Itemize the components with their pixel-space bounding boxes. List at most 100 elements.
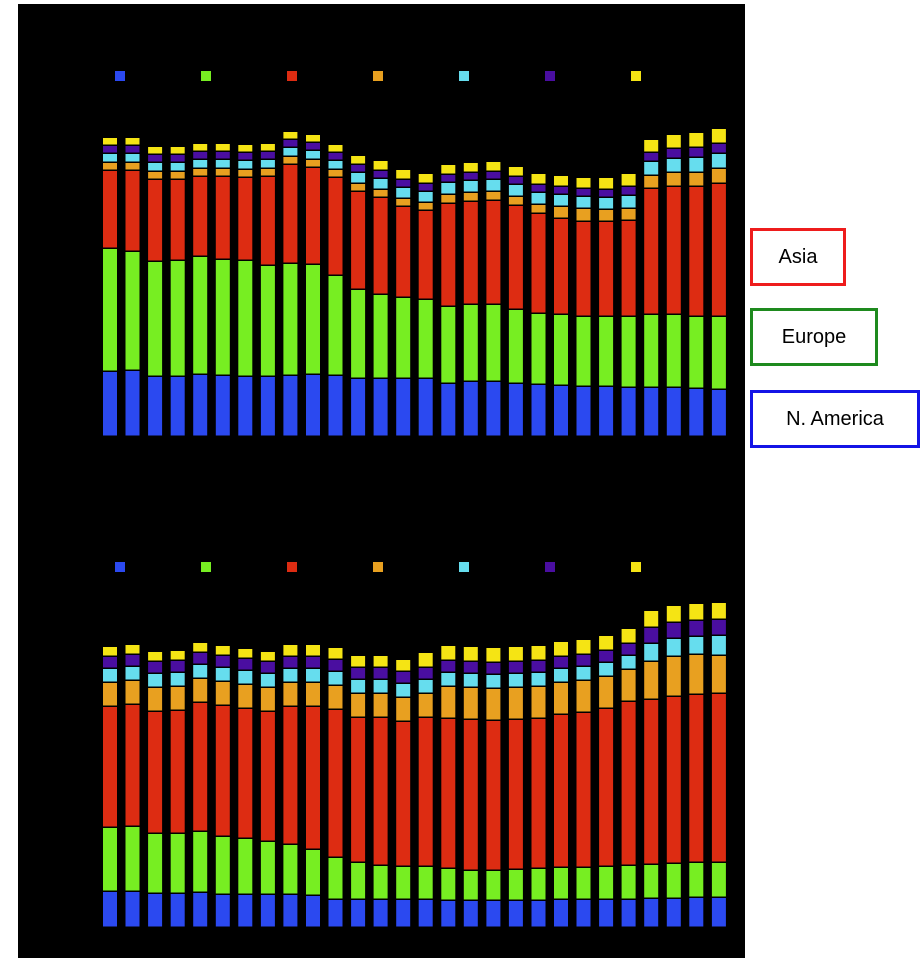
bar-segment	[238, 153, 253, 160]
bar-segment	[306, 850, 320, 895]
bar-segment	[125, 892, 140, 927]
bar-segment	[486, 201, 501, 304]
bar-segment	[373, 718, 388, 865]
bar-segment	[170, 163, 185, 171]
bar-segment	[351, 192, 366, 289]
bar-segment	[103, 828, 117, 891]
bar-segment	[238, 659, 253, 670]
bar-segment	[238, 685, 253, 708]
bar-segment	[463, 647, 478, 661]
bar-segment	[531, 185, 546, 192]
bar-segment	[441, 646, 456, 660]
bar-segment	[576, 900, 591, 927]
bar-segment	[328, 648, 343, 659]
bar-segment	[283, 707, 298, 844]
bar-segment	[306, 265, 320, 374]
bar-segment	[531, 661, 546, 672]
bar-segment	[238, 895, 253, 927]
bar-segment	[328, 276, 343, 375]
bar-segment	[148, 262, 163, 376]
bar-segment	[621, 670, 636, 701]
bar-segment	[238, 261, 253, 376]
bar-segment	[103, 892, 117, 927]
bar-segment	[418, 174, 433, 183]
bar-segment	[125, 138, 140, 145]
bar-segment	[373, 900, 388, 927]
bar-segment	[125, 705, 140, 826]
bar-segment	[441, 687, 456, 718]
bar-segment	[396, 722, 411, 866]
bar-segment	[193, 375, 208, 436]
bar-segment	[328, 858, 343, 899]
bar-segment	[531, 869, 546, 900]
bar-segment	[170, 261, 185, 376]
bar-segment	[328, 170, 343, 177]
bar-segment	[170, 711, 185, 833]
bar-segment	[148, 163, 163, 171]
bar-segment	[125, 645, 140, 654]
bar-segment	[599, 190, 614, 197]
bar-segment	[711, 620, 726, 635]
bar-segment	[463, 163, 478, 172]
bar-segment	[238, 377, 253, 436]
bar-segment	[306, 707, 320, 849]
bar-segment	[621, 196, 636, 208]
bar-segment	[554, 219, 568, 314]
bar-segment	[666, 187, 681, 314]
bar-segment	[711, 898, 726, 927]
bar-segment	[170, 147, 185, 154]
bar-segment	[554, 669, 568, 682]
bar-segment	[576, 681, 591, 712]
bar-segment	[238, 671, 253, 684]
bar-segment	[148, 712, 163, 833]
bar-segment	[238, 161, 253, 169]
bar-segment	[396, 188, 411, 198]
bar-segment	[283, 895, 298, 927]
bar-segment	[148, 155, 163, 162]
bar-segment	[644, 644, 659, 661]
bar-segment	[576, 189, 591, 196]
bar-segment	[215, 160, 230, 168]
bar-segment	[486, 721, 501, 870]
bar-segment	[486, 180, 501, 191]
bar-segment	[238, 649, 253, 658]
bar-segment	[441, 307, 456, 383]
bar-segment	[531, 673, 546, 686]
bar-segment	[531, 214, 546, 313]
bar-segment	[283, 165, 298, 263]
bar-segment	[599, 900, 614, 927]
bar-segment	[396, 379, 411, 436]
bar-segment	[306, 151, 320, 159]
bar-segment	[644, 700, 659, 864]
bar-segment	[396, 180, 411, 187]
bar-segment	[148, 377, 163, 436]
bar-segment	[103, 146, 117, 153]
bar-segment	[441, 384, 456, 436]
bar-segment	[283, 657, 298, 668]
bar-segment	[193, 152, 208, 159]
bar-segment	[193, 144, 208, 151]
bar-segment	[711, 317, 726, 389]
bar-segment	[486, 162, 501, 171]
bar-segment	[396, 672, 411, 683]
bar-segment	[486, 675, 501, 688]
bar-segment	[689, 158, 704, 172]
legend-label-asia: Asia	[778, 245, 818, 268]
bar-segment	[306, 645, 320, 656]
bar-segment	[103, 647, 117, 656]
bar-segment	[215, 144, 230, 151]
chart-panel-top	[103, 71, 726, 436]
bar-segment	[215, 177, 230, 259]
bar-segment	[103, 372, 117, 436]
bar-segment	[711, 694, 726, 862]
bar-segment	[351, 694, 366, 717]
bar-segment	[373, 656, 388, 667]
bar-segment	[148, 834, 163, 893]
bar-segment	[621, 629, 636, 643]
bar-segment	[689, 187, 704, 316]
bar-segment	[599, 317, 614, 386]
bar-segment	[644, 162, 659, 175]
bar-segment	[711, 184, 726, 316]
bar-segment	[306, 683, 320, 706]
